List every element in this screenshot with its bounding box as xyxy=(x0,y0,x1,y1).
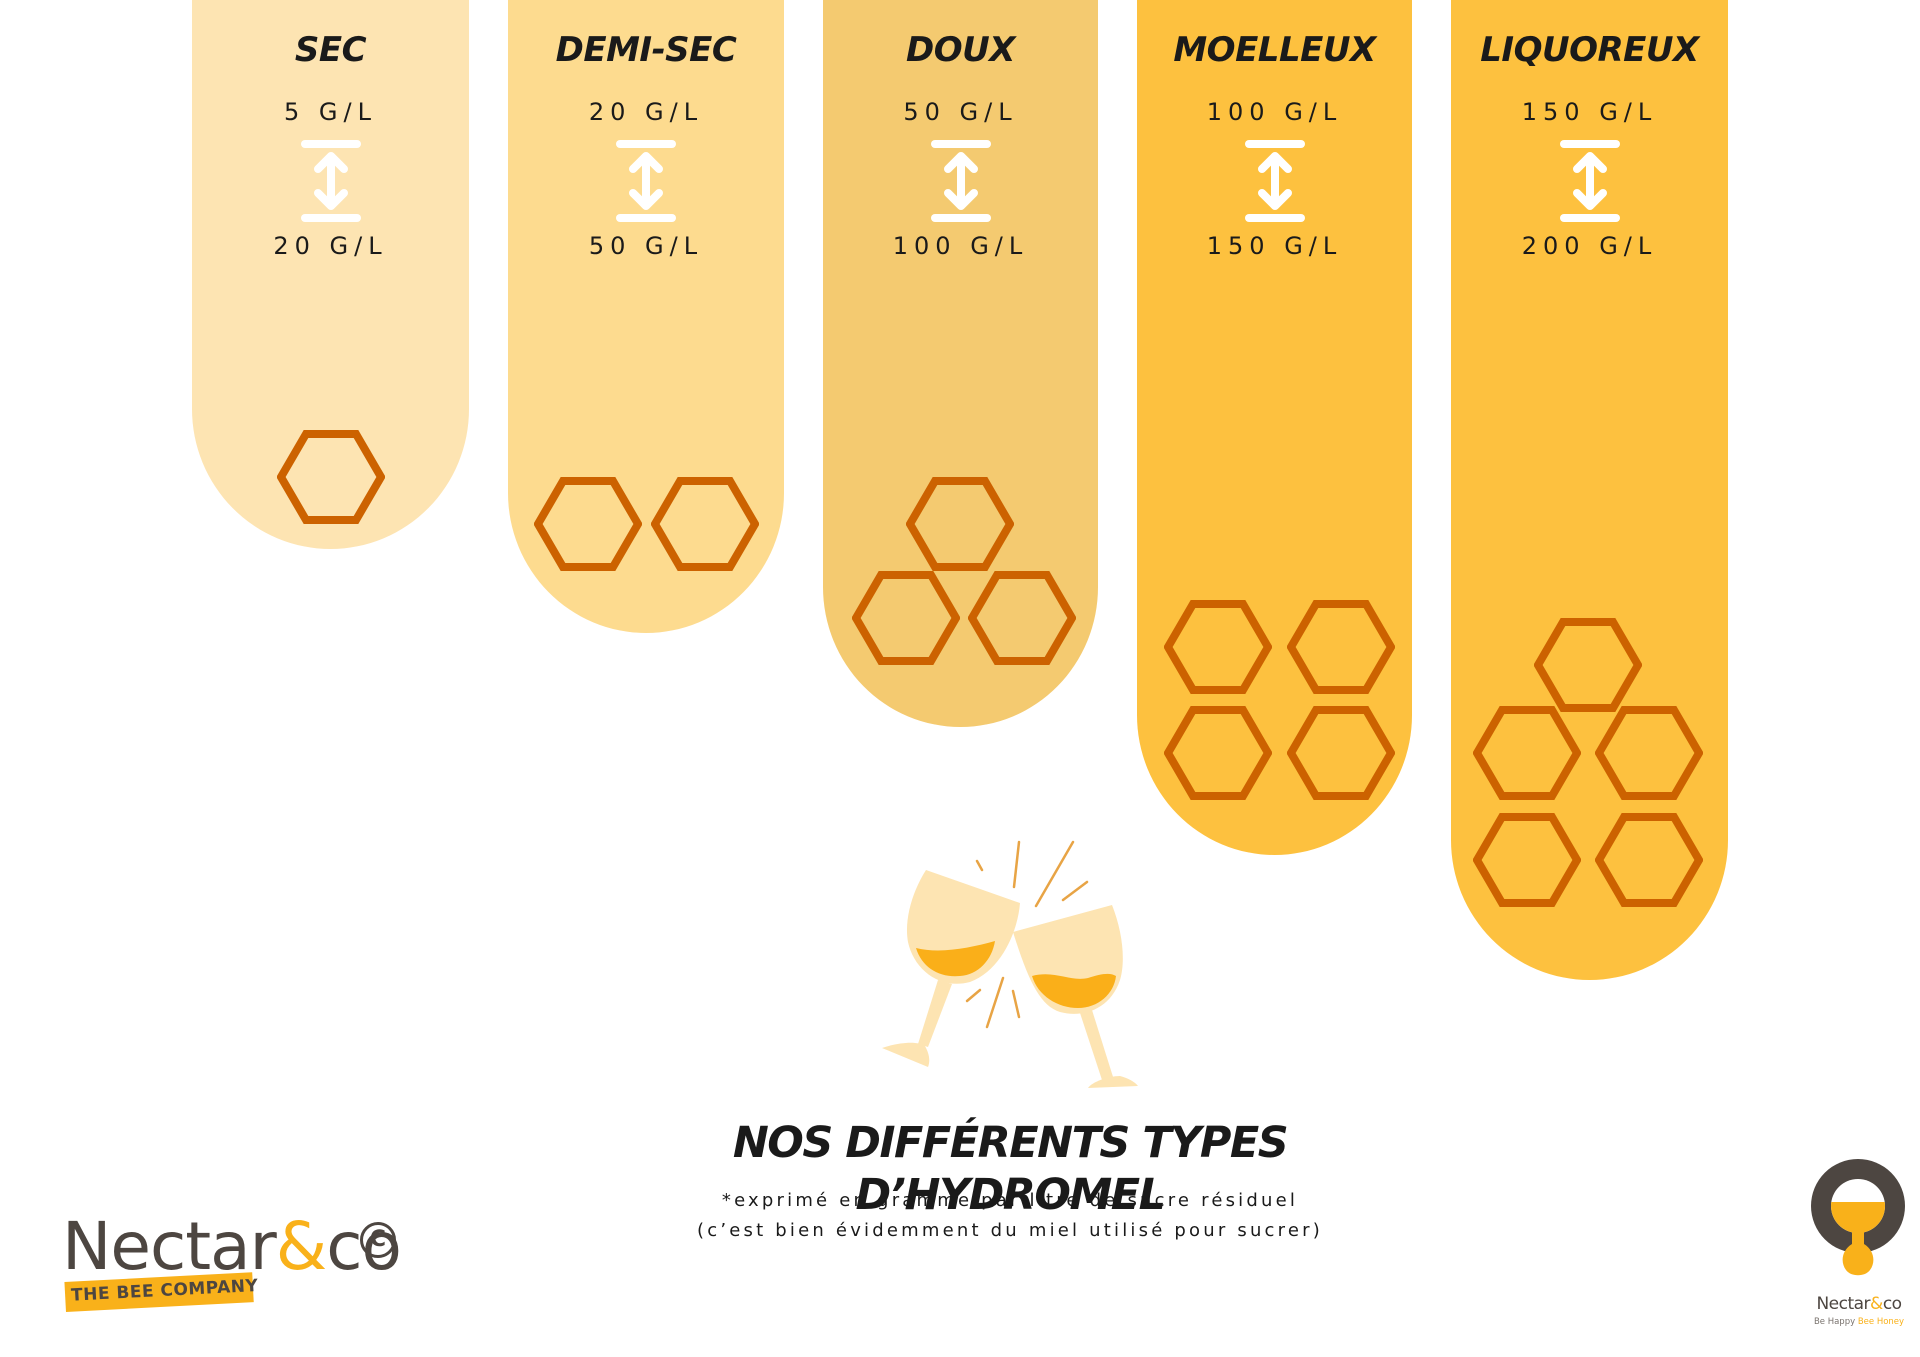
brand-logo-right: Nectar&co Be Happy Bee Honey xyxy=(1806,1158,1912,1338)
column-demi-sec: DEMI-SEC 20 G/L 50 G/L xyxy=(508,0,784,633)
range-arrow-icon xyxy=(614,138,678,224)
honeycomb-icon xyxy=(852,571,960,665)
honeycomb-icon xyxy=(1595,706,1703,800)
column-demi-sec-max: 50 G/L xyxy=(588,232,704,260)
column-demi-sec-min: 20 G/L xyxy=(588,98,704,126)
column-sec-min: 5 G/L xyxy=(284,98,377,126)
honeycomb-icon xyxy=(1164,706,1272,800)
footnote-line-1: *exprimé en gramme par litre de sucre ré… xyxy=(721,1190,1299,1211)
column-doux-title: DOUX xyxy=(906,30,1015,70)
clinking-glasses-icon xyxy=(882,840,1138,1088)
column-moelleux-min: 100 G/L xyxy=(1206,98,1343,126)
left-glass-icon xyxy=(882,870,1020,1067)
column-liquoreux-max: 200 G/L xyxy=(1521,232,1658,260)
brand-name-part1: Nectar xyxy=(62,1208,277,1285)
column-moelleux-title: MOELLEUX xyxy=(1173,30,1376,70)
range-arrow-icon xyxy=(929,138,993,224)
column-doux-max: 100 G/L xyxy=(892,232,1029,260)
column-moelleux: MOELLEUX 100 G/L 150 G/L xyxy=(1137,0,1412,855)
column-demi-sec-title: DEMI-SEC xyxy=(555,30,737,70)
honeycomb-icon xyxy=(1595,813,1703,907)
column-sec-background xyxy=(192,0,469,549)
honeycomb-icon xyxy=(1534,618,1642,712)
column-doux-background xyxy=(823,0,1098,727)
column-liquoreux-title: LIQUOREUX xyxy=(1480,30,1699,70)
honeycomb-icon xyxy=(1473,813,1581,907)
brand-slogan-part1: Be Happy xyxy=(1813,1317,1858,1327)
sparkle-lines-icon xyxy=(965,840,1089,1029)
column-liquoreux-min: 150 G/L xyxy=(1521,98,1658,126)
column-demi-sec-background xyxy=(508,0,784,633)
brand-name-small: Nectar&co xyxy=(1806,1294,1912,1314)
range-arrow-icon xyxy=(1243,138,1307,224)
page-title: NOS DIFFÉRENTS TYPES D’HYDROMEL xyxy=(732,1118,1289,1220)
brand-logo-left: Nectar&co C THE BEE COMPANY xyxy=(62,1212,412,1322)
column-sec: SEC 5 G/L 20 G/L xyxy=(192,0,469,549)
honeycomb-icon xyxy=(1164,600,1272,694)
brand-slogan: Be Happy Bee Honey xyxy=(1806,1316,1912,1328)
brand-name-small-part1: Nectar xyxy=(1816,1294,1871,1314)
column-doux-min: 50 G/L xyxy=(903,98,1018,126)
brand-name-small-ampersand: & xyxy=(1870,1294,1883,1314)
honey-drop-logo-icon xyxy=(1811,1159,1905,1276)
honeycomb-icon xyxy=(651,477,759,571)
range-arrow-icon xyxy=(1558,138,1622,224)
column-sec-title: SEC xyxy=(294,30,367,70)
copyright-icon: C xyxy=(360,1222,396,1258)
column-sec-max: 20 G/L xyxy=(273,232,388,260)
column-moelleux-max: 150 G/L xyxy=(1206,232,1343,260)
right-glass-icon xyxy=(1013,905,1138,1088)
range-arrow-icon xyxy=(299,138,363,224)
honeycomb-icon xyxy=(534,477,642,571)
column-liquoreux: LIQUOREUX 150 G/L 200 G/L xyxy=(1451,0,1728,980)
brand-tagline: THE BEE COMPANY xyxy=(70,1275,259,1306)
column-doux: DOUX 50 G/L 100 G/L xyxy=(823,0,1098,727)
honeycomb-icon xyxy=(968,571,1076,665)
honeycomb-icon xyxy=(1287,600,1395,694)
brand-name-ampersand: & xyxy=(275,1208,327,1285)
honeycomb-icon xyxy=(1287,706,1395,800)
honeycomb-icon xyxy=(906,477,1014,571)
honeycomb-icon xyxy=(1473,706,1581,800)
brand-name: Nectar&co xyxy=(62,1212,402,1282)
honeycomb-icon xyxy=(277,430,385,524)
footnote-line-2: (c’est bien évidemment du miel utilisé p… xyxy=(697,1220,1323,1241)
brand-name-small-part2: co xyxy=(1882,1294,1902,1314)
brand-slogan-part2: Bee Honey xyxy=(1857,1317,1905,1327)
